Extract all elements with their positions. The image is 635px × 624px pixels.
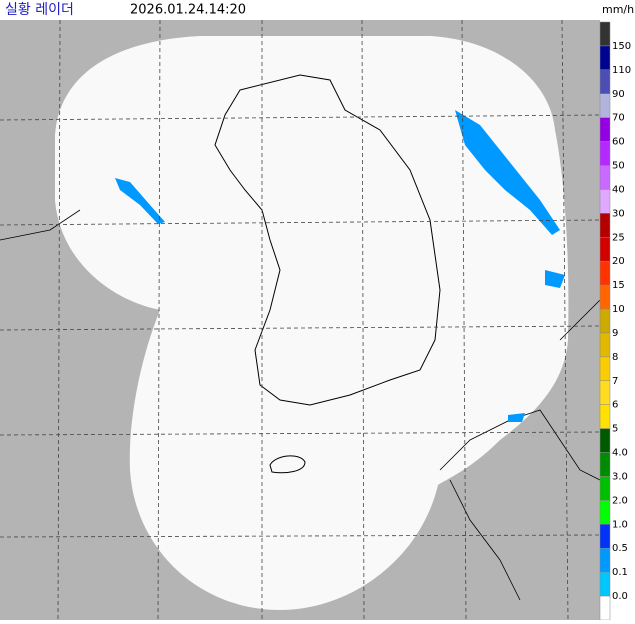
echo	[115, 178, 165, 224]
header-bar	[0, 0, 635, 20]
legend-label: 0.5	[612, 543, 628, 554]
legend-label: 15	[612, 280, 625, 291]
legend-swatch	[599, 547, 611, 573]
legend-label: 8	[612, 352, 618, 363]
legend-swatch	[599, 260, 611, 286]
legend-label: 1.0	[612, 519, 628, 530]
legend-swatch	[599, 213, 611, 238]
echo	[545, 270, 565, 288]
legend-swatch	[599, 69, 611, 95]
legend-swatch	[599, 595, 611, 621]
legend-label: 2.0	[612, 495, 628, 506]
legend-swatch	[599, 21, 611, 47]
legend-label: 90	[612, 89, 625, 100]
legend-swatch	[599, 571, 611, 597]
legend-label: 50	[612, 161, 625, 172]
legend-label: 6	[612, 400, 618, 411]
legend-label: 25	[612, 232, 625, 243]
legend-label: 20	[612, 256, 625, 267]
title: 실황 레이더	[5, 2, 74, 18]
legend-swatch	[599, 476, 611, 501]
coastline	[0, 209, 601, 601]
legend: 150 110 90 70 60 50 40 30 25 20 15 10 9 8 7 6 5 4.0 3.0 2.0…	[599, 21, 631, 621]
island	[269, 455, 306, 474]
legend-label: 40	[612, 184, 625, 195]
legend-swatch	[599, 428, 611, 453]
legend-swatch	[599, 165, 611, 190]
legend-swatch	[599, 141, 611, 166]
legend-label: 110	[612, 65, 631, 76]
legend-swatch	[599, 356, 611, 382]
legend-swatch	[599, 500, 611, 525]
coverage	[55, 36, 569, 610]
legend-label: 4.0	[612, 448, 628, 459]
legend-swatch	[599, 237, 611, 262]
legend-swatch	[599, 284, 611, 310]
echoes	[115, 110, 565, 422]
coastline	[214, 74, 441, 406]
legend-label: 0.0	[612, 591, 628, 602]
legend-swatch	[599, 93, 611, 118]
legend-label: 0.1	[612, 567, 628, 578]
legend-label: 9	[612, 328, 618, 339]
legend-swatch	[599, 189, 611, 214]
legend-label: 3.0	[612, 471, 628, 482]
legend-label: 7	[612, 376, 618, 387]
legend-swatch	[599, 452, 611, 477]
unit: mm/h	[602, 3, 634, 16]
legend-label: 60	[612, 137, 625, 148]
legend-swatch	[599, 117, 611, 142]
echo	[455, 110, 560, 235]
legend-swatch	[599, 380, 611, 405]
legend-label: 10	[612, 304, 625, 315]
echo	[508, 413, 525, 422]
legend-label: 70	[612, 113, 625, 124]
legend-label: 150	[612, 41, 631, 52]
legend-swatch	[599, 308, 611, 334]
legend-label: 5	[612, 424, 618, 435]
legend-swatch	[599, 404, 611, 429]
legend-swatch	[599, 524, 611, 549]
map	[0, 19, 601, 621]
legend-swatch	[599, 45, 611, 71]
legend-label: 30	[612, 208, 625, 219]
timestamp: 2026.01.24.14:20	[130, 3, 246, 18]
legend-swatch	[599, 332, 611, 358]
